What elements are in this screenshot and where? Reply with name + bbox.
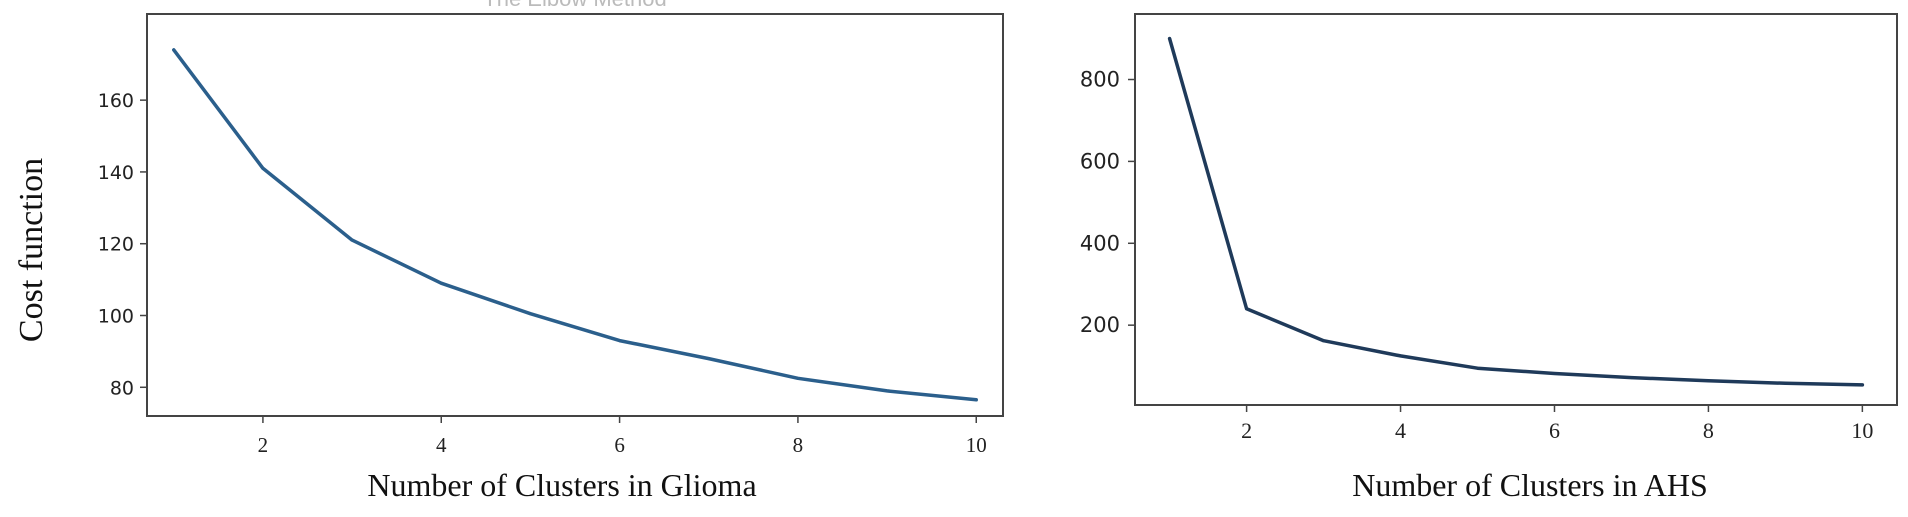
ahs-y-tick-label: 800 xyxy=(1080,68,1120,92)
y-axis-label: Cost function xyxy=(13,158,50,342)
ahs-data-point xyxy=(1168,37,1171,40)
glioma-data-point xyxy=(975,398,978,401)
glioma-data-point xyxy=(440,282,443,285)
glioma-x-tick-label: 2 xyxy=(258,433,269,457)
glioma-data-point xyxy=(886,389,889,392)
glioma-plot-frame xyxy=(147,14,1003,416)
glioma-x-tick-label: 4 xyxy=(436,433,447,457)
glioma-x-tick-label: 8 xyxy=(793,433,804,457)
ahs-points xyxy=(1168,37,1864,386)
ahs-y-tick-label: 400 xyxy=(1080,231,1120,255)
glioma-y-ticks: 80 100 120 140 160 xyxy=(98,90,147,399)
glioma-series-line xyxy=(174,50,976,400)
ahs-data-point xyxy=(1245,307,1248,310)
ahs-x-tick-label: 8 xyxy=(1703,418,1714,443)
ahs-x-tick-label: 2 xyxy=(1241,418,1252,443)
ahs-data-point xyxy=(1322,339,1325,342)
ahs-data-point xyxy=(1630,376,1633,379)
ahs-y-tick-label: 600 xyxy=(1080,149,1120,173)
glioma-points xyxy=(172,48,978,401)
glioma-data-point xyxy=(529,312,532,315)
ahs-y-ticks: 200 400 600 800 xyxy=(1080,68,1135,338)
glioma-data-point xyxy=(618,339,621,342)
glioma-y-tick-label: 80 xyxy=(110,377,134,399)
glioma-data-point xyxy=(796,377,799,380)
glioma-x-tick-label: 10 xyxy=(966,433,987,457)
glioma-x-tick-label: 6 xyxy=(614,433,625,457)
glioma-data-point xyxy=(351,239,354,242)
ahs-plot-frame xyxy=(1135,14,1897,405)
glioma-x-axis-label: Number of Clusters in Glioma xyxy=(367,467,756,503)
ahs-x-tick-label: 4 xyxy=(1395,418,1406,443)
glioma-y-tick-label: 100 xyxy=(98,306,134,328)
top-title-fragment: The Elbow Method xyxy=(483,0,666,11)
ahs-chart: 200 400 600 800 2 4 6 8 10 Number of Clusters i… xyxy=(1080,14,1897,503)
ahs-data-point xyxy=(1476,367,1479,370)
ahs-x-tick-label: 6 xyxy=(1549,418,1560,443)
ahs-series-line xyxy=(1170,39,1863,385)
ahs-data-point xyxy=(1553,372,1556,375)
ahs-x-ticks: 2 4 6 8 10 xyxy=(1241,405,1873,443)
ahs-data-point xyxy=(1399,354,1402,357)
ahs-x-axis-label: Number of Clusters in AHS xyxy=(1352,467,1708,503)
glioma-y-tick-label: 140 xyxy=(98,162,134,184)
glioma-chart: 80 100 120 140 160 2 4 6 8 10 Number of Clusters… xyxy=(98,14,1003,503)
ahs-data-point xyxy=(1707,379,1710,382)
glioma-x-ticks: 2 4 6 8 10 xyxy=(258,416,987,457)
glioma-y-tick-label: 120 xyxy=(98,234,134,256)
ahs-x-tick-label: 10 xyxy=(1851,418,1873,443)
glioma-y-tick-label: 160 xyxy=(98,90,134,112)
ahs-data-point xyxy=(1784,382,1787,385)
glioma-data-point xyxy=(707,357,710,360)
glioma-data-point xyxy=(172,48,175,51)
glioma-data-point xyxy=(261,167,264,170)
ahs-y-tick-label: 200 xyxy=(1080,313,1120,337)
ahs-data-point xyxy=(1861,383,1864,386)
